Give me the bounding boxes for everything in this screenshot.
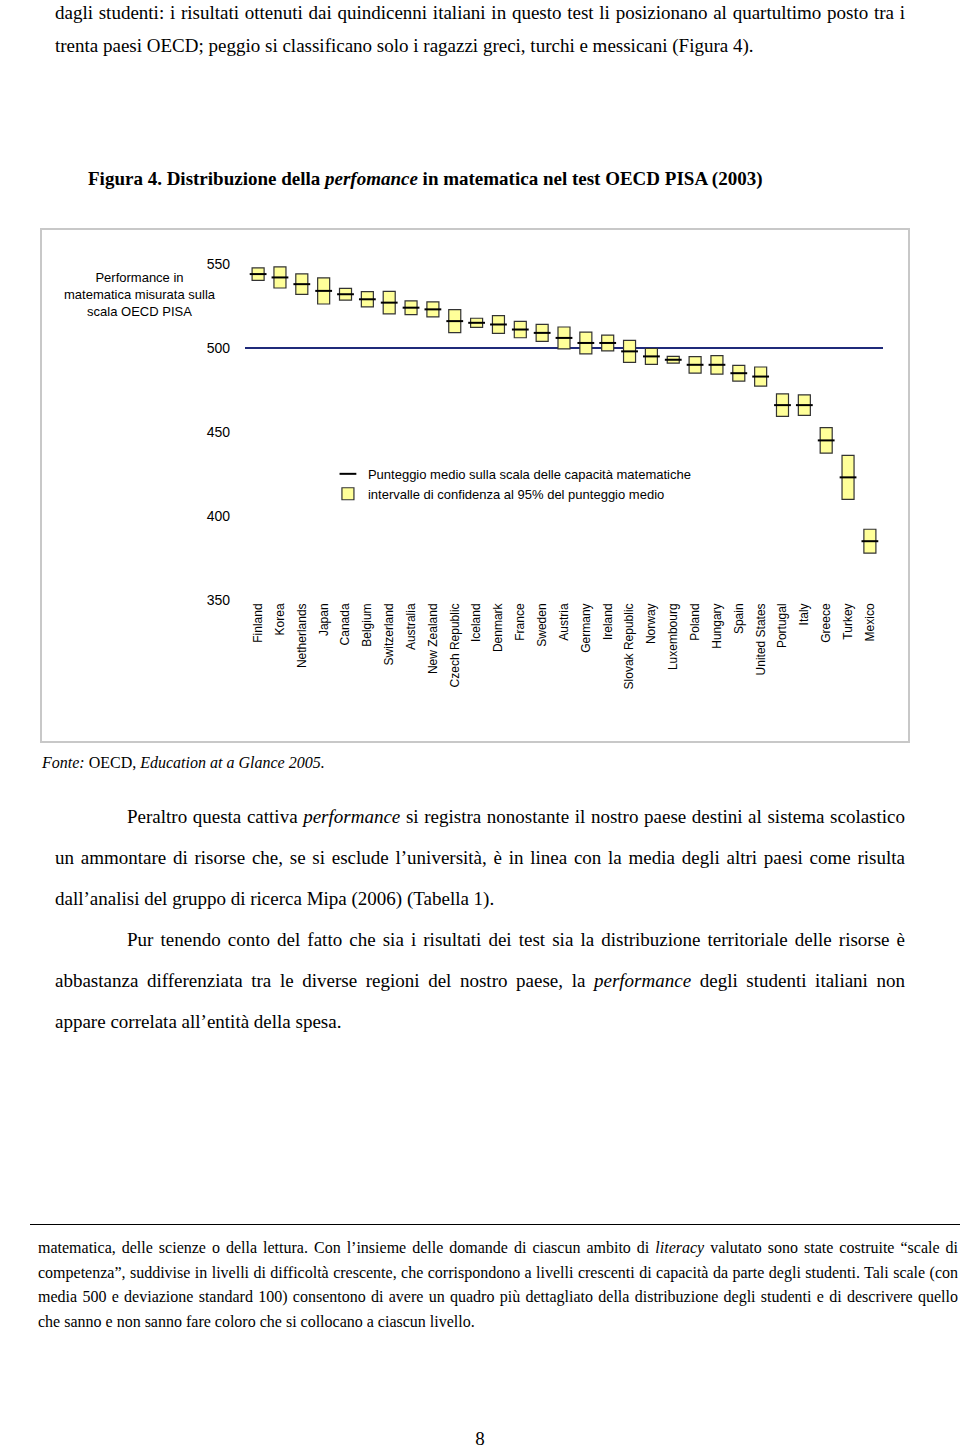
- svg-text:Iceland: Iceland: [470, 603, 484, 642]
- svg-text:Austria: Austria: [557, 603, 571, 641]
- svg-text:intervalle di confidenza al 95: intervalle di confidenza al 95% del punt…: [368, 487, 664, 502]
- svg-text:Czech Republic: Czech Republic: [448, 603, 462, 687]
- svg-text:450: 450: [207, 424, 231, 440]
- html-text:matematica, delle scienze o de: matematica, delle scienze o della lettur…: [38, 1239, 958, 1330]
- html-text:8: 8: [475, 1428, 485, 1449]
- svg-text:Italy: Italy: [797, 603, 811, 625]
- html-text:Peraltro questa cattiva perfor: Peraltro questa cattiva performance si r…: [55, 806, 905, 909]
- svg-text:400: 400: [207, 508, 231, 524]
- html-text:Fonte: OECD, Education at a Gl: Fonte: OECD, Education at a Glance 2005.: [42, 754, 325, 771]
- svg-text:Korea: Korea: [273, 603, 287, 635]
- svg-text:Sweden: Sweden: [535, 603, 549, 646]
- html-text:Pur tenendo conto del fatto ch: Pur tenendo conto del fatto che sia i ri…: [55, 929, 905, 1032]
- svg-text:Slovak Republic: Slovak Republic: [622, 603, 636, 689]
- html-text:Figura 4. Distribuzione della: Figura 4. Distribuzione della perfomance…: [88, 168, 763, 189]
- svg-text:Greece: Greece: [819, 603, 833, 643]
- svg-text:Mexico: Mexico: [863, 603, 877, 641]
- svg-text:Turkey: Turkey: [841, 603, 855, 639]
- html-text:dagli studenti: i risultati ot: dagli studenti: i risultati ottenuti dai…: [55, 2, 905, 56]
- svg-text:350: 350: [207, 592, 231, 608]
- svg-text:United States: United States: [754, 603, 768, 675]
- svg-text:Ireland: Ireland: [601, 603, 615, 640]
- svg-text:Luxembourg: Luxembourg: [666, 603, 680, 670]
- svg-text:Poland: Poland: [688, 603, 702, 640]
- svg-text:550: 550: [207, 256, 231, 272]
- svg-text:Denmark: Denmark: [491, 602, 505, 652]
- svg-text:Canada: Canada: [338, 603, 352, 645]
- svg-text:Norway: Norway: [644, 603, 658, 644]
- svg-text:500: 500: [207, 340, 231, 356]
- svg-text:Performance inmatematica misur: Performance inmatematica misurata sullas…: [64, 270, 216, 319]
- svg-text:Finland: Finland: [251, 603, 265, 642]
- svg-text:Spain: Spain: [732, 603, 746, 634]
- svg-text:Australia: Australia: [404, 603, 418, 650]
- svg-text:Portugal: Portugal: [775, 603, 789, 648]
- svg-text:Japan: Japan: [317, 603, 331, 636]
- svg-text:Germany: Germany: [579, 603, 593, 652]
- svg-text:Switzerland: Switzerland: [382, 603, 396, 665]
- svg-text:Hungary: Hungary: [710, 603, 724, 648]
- svg-text:Punteggio medio sulla scala de: Punteggio medio sulla scala delle capaci…: [368, 467, 691, 482]
- svg-text:New Zealand: New Zealand: [426, 603, 440, 674]
- svg-text:Netherlands: Netherlands: [295, 603, 309, 668]
- svg-text:France: France: [513, 603, 527, 641]
- svg-text:Belgium: Belgium: [360, 603, 374, 646]
